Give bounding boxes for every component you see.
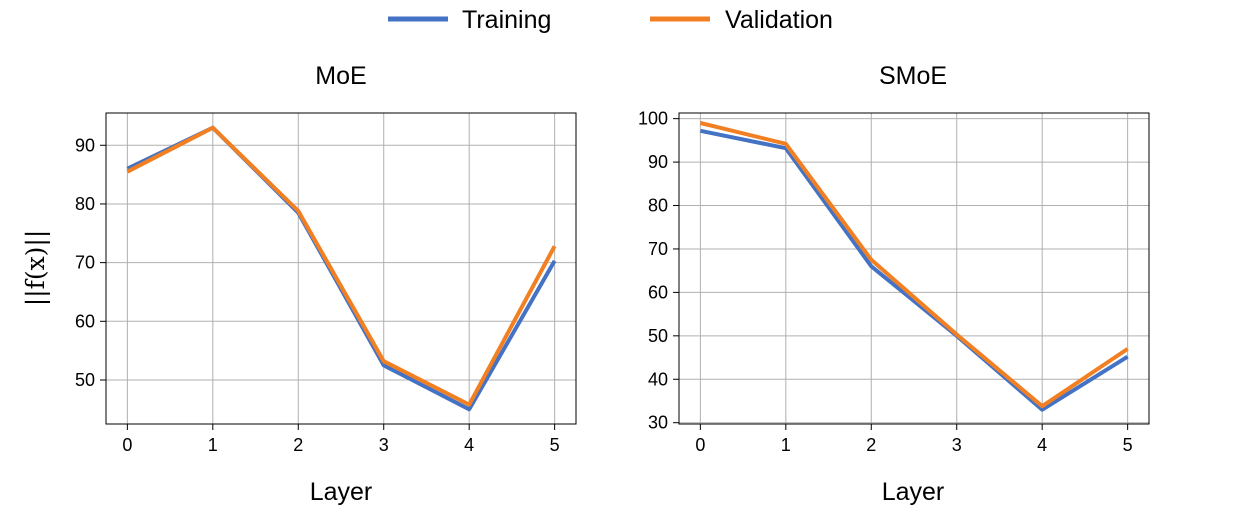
y-tick-label-smoe-1: 40 [648,369,668,389]
x-tick-label-smoe-5: 5 [1123,435,1133,455]
x-tick-label-smoe-2: 2 [866,435,876,455]
y-tick-label-smoe-2: 50 [648,326,668,346]
series-line-moe-validation [126,125,557,407]
y-tick-label-moe-0: 50 [75,370,95,390]
chart-panel-moe: MoE Layer 0 1 2 3 4 5 50 60 70 80 90 [75,62,577,506]
x-tick-label-moe-2: 2 [293,435,303,455]
y-tick-label-smoe-5: 80 [648,196,668,216]
legend-label-validation: Validation [725,6,833,34]
plot-frame-smoe [678,112,1150,425]
legend-label-training: Training [462,6,551,34]
x-tick-label-smoe-1: 1 [781,435,791,455]
x-tick-label-moe-1: 1 [208,435,218,455]
x-tick-label-smoe-3: 3 [952,435,962,455]
chart-title-moe: MoE [315,62,366,90]
series-line-smoe-validation [699,121,1129,409]
y-tick-label-smoe-0: 30 [648,413,668,433]
y-tick-label-smoe-3: 60 [648,282,668,302]
x-tick-label-moe-5: 5 [550,435,560,455]
chart-title-smoe: SMoE [879,62,947,90]
y-tick-label-moe-2: 70 [75,253,95,273]
y-tick-label-smoe-7: 100 [638,109,668,129]
y-tick-label-moe-4: 90 [75,135,95,155]
y-tick-label-smoe-6: 90 [648,152,668,172]
x-tick-label-moe-4: 4 [464,435,474,455]
x-tick-label-smoe-4: 4 [1037,435,1047,455]
x-tick-label-moe-0: 0 [122,435,132,455]
x-tick-label-smoe-0: 0 [695,435,705,455]
series-line-smoe-training [700,128,1129,412]
chart-panel-smoe: SMoE Layer 0 1 2 3 4 5 30 40 50 60 70 80 90 100 [638,62,1150,506]
plot-frame-moe [105,112,577,425]
y-tick-label-moe-1: 60 [75,311,95,331]
y-axis-label: ||f(x)|| [21,230,51,307]
y-tick-label-moe-3: 80 [75,194,95,214]
x-tick-label-moe-3: 3 [379,435,389,455]
x-axis-label-moe: Layer [310,478,373,506]
legend: Training Validation [388,6,833,34]
y-tick-label-smoe-4: 70 [648,239,668,259]
x-axis-label-smoe: Layer [882,478,945,506]
